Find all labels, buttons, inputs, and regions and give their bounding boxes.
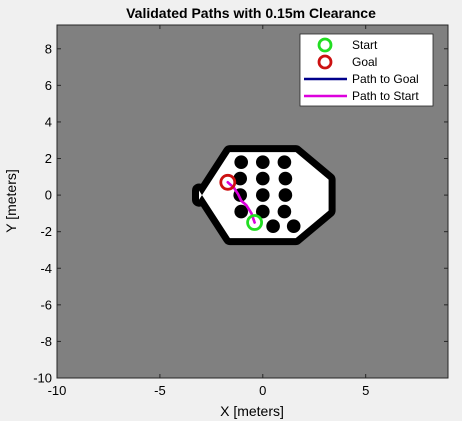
start-marker — [246, 214, 264, 231]
pillar-obstacle — [255, 171, 270, 186]
y-axis-ticks: -10 -8 -6 -4 -2 0 2 4 6 8 — [33, 41, 448, 386]
pillar-obstacle — [266, 219, 280, 233]
pillar-obstacle — [277, 155, 292, 169]
x-tick-label: -5 — [154, 383, 166, 398]
legend-label: Start — [352, 38, 378, 52]
y-tick-label: -4 — [40, 261, 52, 276]
y-tick-label: 0 — [45, 188, 52, 203]
marker-layer — [219, 173, 264, 231]
pillar-obstacle — [233, 171, 247, 186]
axes-box — [56, 24, 449, 379]
chart-title: Validated Paths with 0.15m Clearance — [126, 5, 376, 21]
legend-box — [299, 33, 434, 107]
pillar-obstacle — [255, 155, 270, 169]
y-tick-label: 8 — [45, 41, 52, 56]
legend-goal-swatch — [317, 54, 333, 70]
goal-marker — [219, 173, 237, 191]
legend-label: Goal — [352, 55, 377, 69]
legend: Start Goal Path to Goal Path to Start — [299, 33, 434, 107]
legend-label: Path to Start — [352, 89, 419, 103]
pillar-obstacle — [278, 188, 293, 202]
y-tick-label: 4 — [45, 114, 52, 129]
y-tick-label: -6 — [40, 297, 52, 312]
legend-label: Path to Goal — [352, 72, 419, 86]
pillar-obstacle — [286, 219, 301, 233]
y-tick-label: -10 — [33, 371, 52, 386]
y-tick-label: 2 — [45, 151, 52, 166]
map-layer — [192, 145, 336, 246]
y-tick-label: -2 — [40, 224, 52, 239]
x-axis-label: X [meters] — [220, 403, 284, 419]
y-axis-label: Y [meters] — [3, 169, 19, 233]
y-tick-label: 6 — [45, 78, 52, 93]
pillar-obstacle — [234, 155, 248, 169]
y-tick-label: -8 — [40, 334, 52, 349]
x-tick-label: 5 — [362, 383, 369, 398]
pillar-obstacle — [255, 204, 270, 219]
pillar-obstacle — [255, 188, 270, 202]
x-tick-label: 0 — [259, 383, 266, 398]
pillar-obstacle — [234, 204, 248, 219]
pillar-obstacle — [278, 171, 293, 186]
legend-start-swatch — [317, 37, 333, 53]
x-tick-label: -10 — [48, 383, 67, 398]
x-axis-ticks: -10 -5 0 5 — [48, 25, 369, 398]
pillar-obstacle — [277, 204, 292, 219]
